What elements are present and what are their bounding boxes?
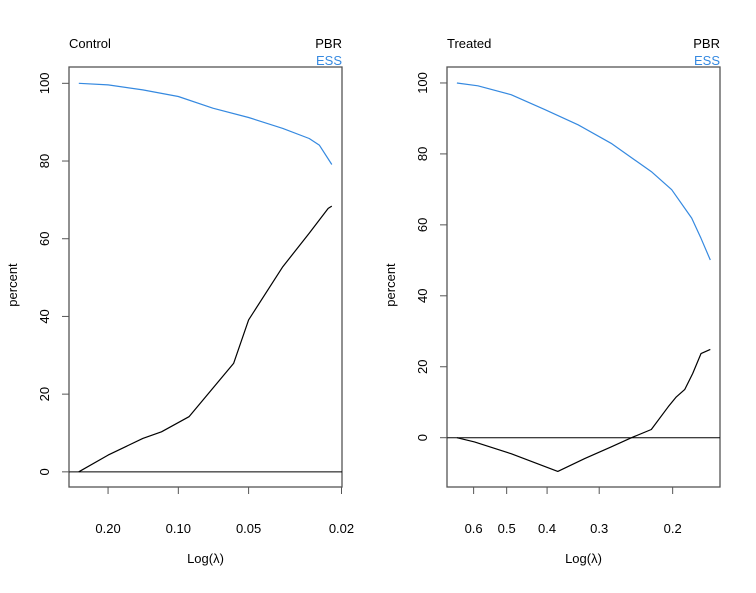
series-pbr-point xyxy=(692,373,693,374)
y-tick-label: 20 xyxy=(37,387,52,401)
series-pbr-point xyxy=(331,205,332,206)
series-ess-point xyxy=(248,117,249,118)
series-ess-point xyxy=(710,259,711,260)
series-ess-point xyxy=(510,94,511,95)
panel-title: Treated xyxy=(447,36,491,51)
y-tick-label: 0 xyxy=(415,434,430,441)
series-ess-point xyxy=(107,84,108,85)
series-ess-point xyxy=(651,171,652,172)
series-ess-point xyxy=(142,89,143,90)
y-tick-label: 0 xyxy=(37,468,52,475)
series-ess-point xyxy=(331,164,332,165)
series-ess-point xyxy=(319,144,320,145)
y-tick-label: 20 xyxy=(415,360,430,374)
panel-treated: 0 20 40 60 80 100 0.6 0.5 0.4 0.3 0.2 Log(λ) percent… xyxy=(383,36,721,566)
series-pbr-point xyxy=(651,429,652,430)
x-tick-label: 0.20 xyxy=(95,521,120,536)
y-tick-label: 80 xyxy=(415,147,430,161)
series-pbr-line xyxy=(78,205,333,473)
x-tick-label: 0.5 xyxy=(498,521,516,536)
series-pbr-point xyxy=(474,441,475,442)
series-ess-point xyxy=(544,109,545,110)
series-pbr-point xyxy=(668,406,669,407)
series-ess-point xyxy=(178,96,179,97)
x-axis-label: Log(λ) xyxy=(187,551,224,566)
y-axis-label: percent xyxy=(5,263,20,307)
series-ess-point xyxy=(282,128,283,129)
series-pbr-point xyxy=(584,458,585,459)
y-axis-label: percent xyxy=(383,263,398,307)
series-ess-point xyxy=(309,138,310,139)
x-tick-label: 0.05 xyxy=(236,521,261,536)
y-tick-label: 40 xyxy=(37,309,52,323)
series-pbr-point xyxy=(557,471,558,472)
series-ess-point xyxy=(700,238,701,239)
series-pbr-point xyxy=(107,455,108,456)
series-pbr-point xyxy=(510,453,511,454)
y-tick-label: 60 xyxy=(415,218,430,232)
series-ess-point xyxy=(671,189,672,190)
series-ess-line xyxy=(78,82,333,165)
series-pbr-point xyxy=(78,471,79,472)
series-ess-point xyxy=(477,85,478,86)
series-pbr-point xyxy=(676,396,677,397)
series-ess-point xyxy=(578,124,579,125)
series-pbr-line xyxy=(456,348,711,472)
series-pbr-point xyxy=(456,437,457,438)
y-tick-label: 80 xyxy=(37,154,52,168)
series-pbr-point xyxy=(328,208,329,209)
series-ess-point xyxy=(610,143,611,144)
y-tick-label: 100 xyxy=(415,72,430,94)
series-pbr-point xyxy=(233,363,234,364)
series-pbr-point xyxy=(684,389,685,390)
panel-control: 0 20 40 60 80 100 0.20 0.10 0.05 0.02 Log(λ) percen… xyxy=(5,36,354,566)
legend-ess: ESS xyxy=(694,53,720,68)
series-ess-point xyxy=(212,108,213,109)
legend-pbr: PBR xyxy=(693,36,720,51)
series-ess-point xyxy=(78,83,79,84)
series-ess-point xyxy=(691,218,692,219)
series-pbr-point xyxy=(248,319,249,320)
series-pbr-point xyxy=(610,446,611,447)
y-tick-label: 100 xyxy=(37,72,52,94)
series-pbr-point xyxy=(188,416,189,417)
x-tick-label: 0.6 xyxy=(465,521,483,536)
series-pbr-point xyxy=(309,233,310,234)
series-pbr-point xyxy=(282,266,283,267)
x-tick-label: 0.4 xyxy=(538,521,556,536)
plot-frame xyxy=(68,66,343,488)
x-tick-label: 0.3 xyxy=(590,521,608,536)
legend-ess: ESS xyxy=(316,53,342,68)
series-pbr-point xyxy=(631,437,632,438)
x-tick-label: 0.10 xyxy=(166,521,191,536)
series-pbr-point xyxy=(700,353,701,354)
x-tick-label: 0.2 xyxy=(664,521,682,536)
y-tick-label: 40 xyxy=(415,289,430,303)
series-pbr-point xyxy=(142,438,143,439)
series-ess-line xyxy=(456,82,711,261)
series-pbr-point xyxy=(710,349,711,350)
x-axis-label: Log(λ) xyxy=(565,551,602,566)
legend-pbr: PBR xyxy=(315,36,342,51)
panel-title: Control xyxy=(69,36,111,51)
series-pbr-point xyxy=(161,431,162,432)
y-tick-label: 60 xyxy=(37,231,52,245)
x-tick-label: 0.02 xyxy=(329,521,354,536)
plot-frame xyxy=(446,66,721,488)
series-ess-point xyxy=(456,82,457,83)
